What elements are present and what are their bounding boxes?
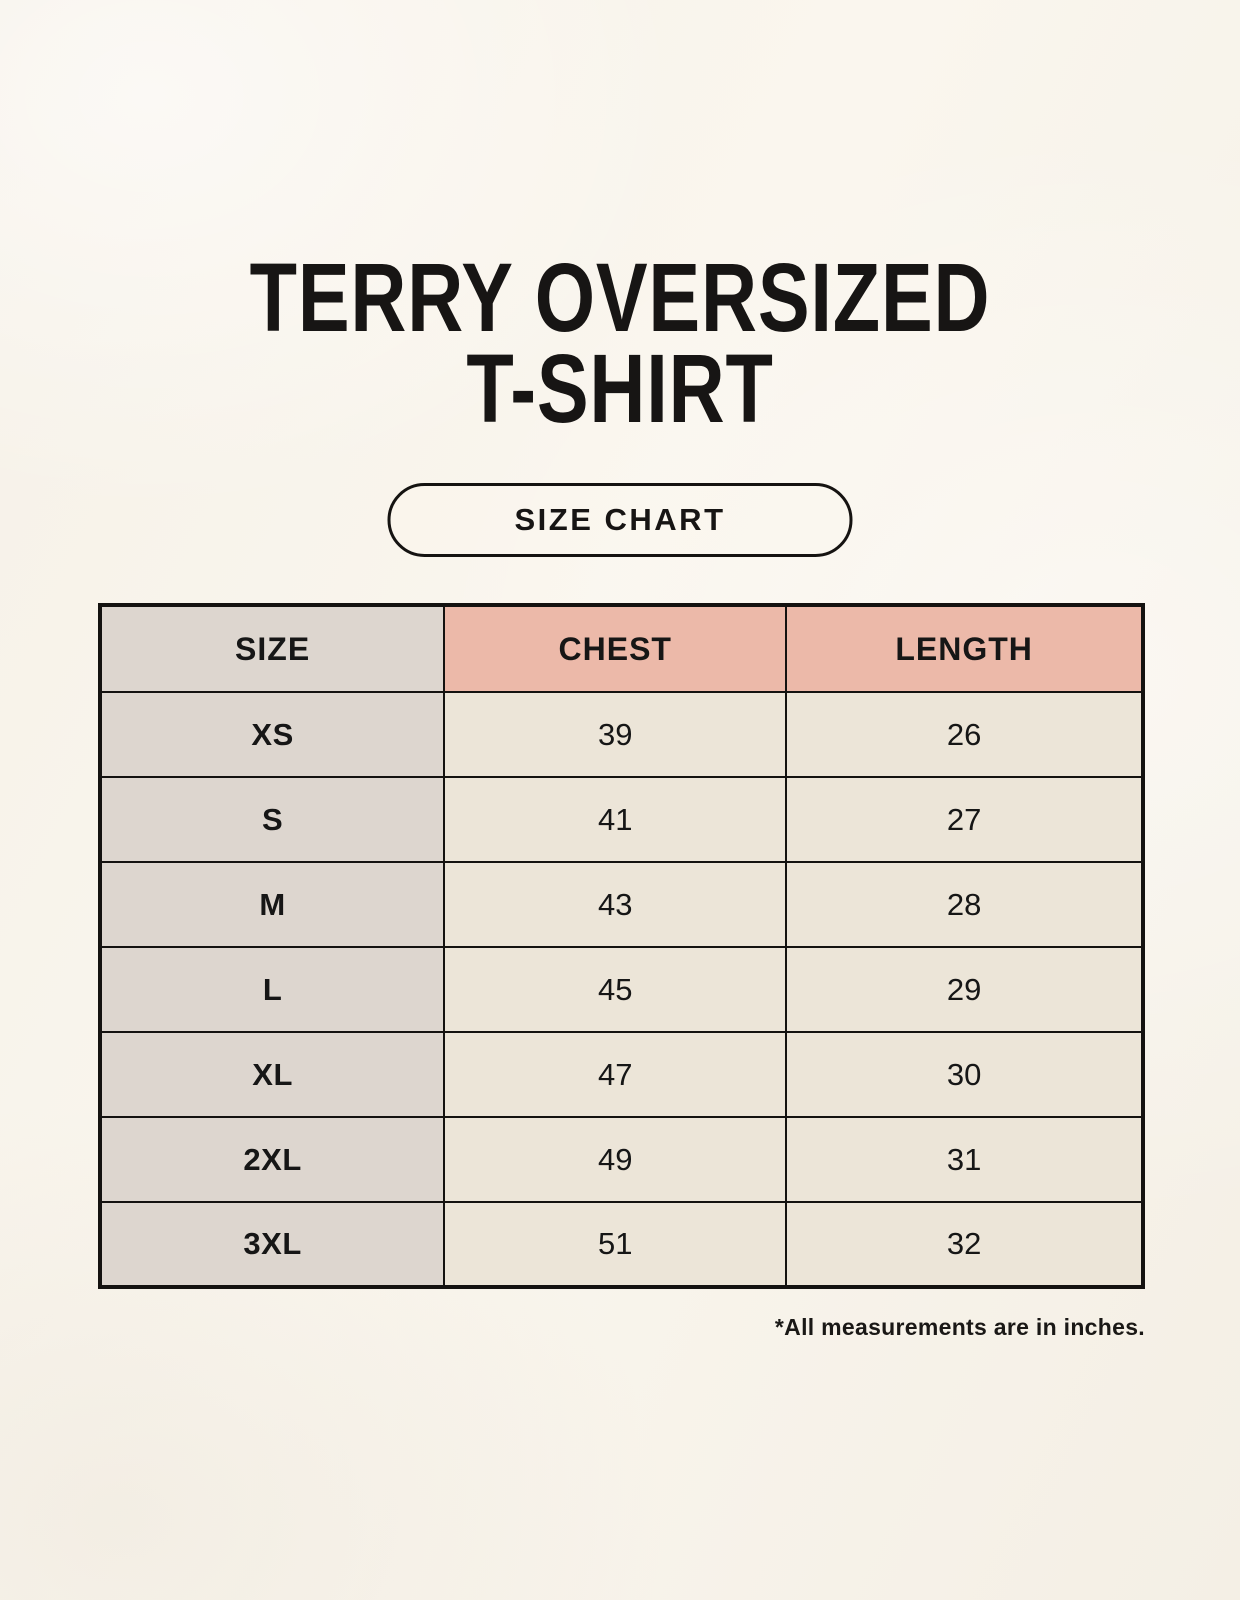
size-cell: M	[98, 861, 446, 948]
size-chart-table-container: SIZE CHEST LENGTH XS 39 26 S 41 27 M 43 …	[98, 603, 1145, 1289]
size-cell: S	[98, 776, 446, 863]
size-chart-button-label: SIZE CHART	[514, 502, 726, 537]
size-cell: L	[98, 946, 446, 1033]
table-row: 3XL 51 32	[98, 1201, 1144, 1288]
table-row: XS 39 26	[98, 691, 1144, 778]
chest-cell: 43	[443, 861, 788, 948]
length-cell: 28	[785, 861, 1144, 948]
table-row: M 43 28	[98, 861, 1144, 948]
chest-cell: 51	[443, 1201, 788, 1288]
chest-cell: 45	[443, 946, 788, 1033]
size-cell: XS	[98, 691, 446, 778]
length-cell: 31	[785, 1116, 1144, 1203]
product-title: TERRY OVERSIZED T-SHIRT	[124, 249, 1116, 437]
size-chart-table: SIZE CHEST LENGTH XS 39 26 S 41 27 M 43 …	[98, 603, 1145, 1289]
table-row: L 45 29	[98, 946, 1144, 1033]
size-chart-button[interactable]: SIZE CHART	[387, 483, 853, 557]
length-cell: 27	[785, 776, 1144, 863]
size-cell: 2XL	[98, 1116, 446, 1203]
product-title-line1: TERRY OVERSIZED	[249, 243, 991, 352]
chest-cell: 49	[443, 1116, 788, 1203]
length-cell: 26	[785, 691, 1144, 778]
column-header-length: LENGTH	[785, 604, 1144, 693]
length-cell: 32	[785, 1201, 1144, 1288]
table-row: 2XL 49 31	[98, 1116, 1144, 1203]
length-cell: 29	[785, 946, 1144, 1033]
chest-cell: 39	[443, 691, 788, 778]
table-header-row: SIZE CHEST LENGTH	[98, 604, 1144, 693]
size-cell: 3XL	[98, 1201, 446, 1288]
table-row: XL 47 30	[98, 1031, 1144, 1118]
product-title-line2: T-SHIRT	[466, 334, 774, 444]
length-cell: 30	[785, 1031, 1144, 1118]
column-header-chest: CHEST	[443, 604, 788, 693]
chest-cell: 41	[443, 776, 788, 863]
size-cell: XL	[98, 1031, 446, 1118]
measurements-footnote: *All measurements are in inches.	[774, 1314, 1145, 1340]
chest-cell: 47	[443, 1031, 788, 1118]
table-row: S 41 27	[98, 776, 1144, 863]
column-header-size: SIZE	[98, 604, 446, 693]
